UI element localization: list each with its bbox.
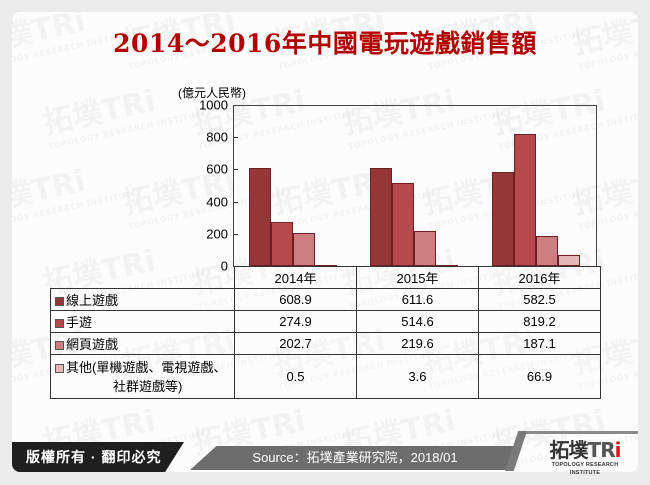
bar — [293, 233, 315, 266]
table-cell: 219.6 — [356, 332, 479, 355]
table-cell: 66.9 — [478, 354, 601, 399]
y-tick-mark — [233, 201, 238, 203]
table-cell: 187.1 — [478, 332, 601, 355]
bar — [557, 255, 580, 266]
legend-swatch-mobile-games — [55, 319, 64, 328]
bar — [535, 235, 558, 266]
footer-divider-line — [520, 431, 638, 434]
row-label: 手遊 — [66, 315, 93, 330]
bar — [513, 134, 536, 266]
row-label-line2: 社群遊戲等) — [113, 378, 183, 394]
source-note: Source：拓墣產業研究院，2018/01 — [190, 446, 520, 470]
bar — [414, 230, 437, 266]
table-row: 線上遊戲 608.9 611.6 582.5 — [50, 288, 601, 311]
table-cell: 611.6 — [356, 288, 479, 311]
copyright-banner: 版權所有 · 翻印必究 — [12, 442, 184, 472]
logo-cn-text: 拓墣 — [549, 440, 589, 462]
legend-swatch-other-games — [55, 363, 64, 373]
bar — [370, 167, 393, 266]
logo-tri-text: TR — [587, 438, 616, 462]
bar — [271, 221, 293, 266]
bar — [392, 183, 415, 266]
table-header-2015: 2015年 — [356, 266, 479, 289]
legend-swatch-online-games — [55, 297, 64, 306]
table-row: 其他(單機遊戲、電視遊戲、 社群遊戲等) 0.5 3.6 66.9 — [50, 354, 601, 399]
table-cell: 608.9 — [234, 288, 357, 311]
legend-swatch-web-games — [55, 341, 64, 350]
table-cell: 0.5 — [234, 354, 357, 399]
table-cell: 202.7 — [234, 332, 357, 355]
bar — [491, 172, 514, 266]
y-axis-unit-label: (億元人民幣) — [178, 86, 246, 100]
chart-plot-area — [233, 105, 597, 266]
y-tick-mark — [233, 233, 238, 235]
y-tick-mark — [233, 169, 238, 171]
logo-i-text: i — [614, 438, 622, 462]
y-tick-mark — [233, 137, 238, 139]
table-cell: 514.6 — [356, 310, 479, 333]
table-header-2014: 2014年 — [234, 266, 357, 289]
y-tick-label: 0 — [220, 258, 228, 274]
table-row: 手遊 274.9 514.6 819.2 — [50, 310, 601, 333]
data-table: 2014年 2015年 2016年 線上遊戲 608.9 611.6 582.5… — [50, 266, 601, 399]
table-cell: 274.9 — [234, 310, 357, 333]
table-header-row: 2014年 2015年 2016年 — [51, 266, 601, 289]
row-label: 線上遊戲 — [66, 293, 119, 308]
y-tick-label: 1000 — [199, 97, 228, 113]
table-row: 網頁遊戲 202.7 219.6 187.1 — [50, 332, 601, 355]
y-tick-label: 200 — [206, 226, 228, 242]
table-cell: 3.6 — [356, 354, 479, 399]
table-cell: 582.5 — [478, 288, 601, 311]
tri-logo: 拓墣TRi TOPOLOGY RESEARCH INSTITUTE — [540, 440, 630, 477]
y-tick-label: 800 — [206, 129, 228, 145]
table-header-2016: 2016年 — [478, 266, 601, 289]
page-title: 2014～2016年中國電玩遊戲銷售額 — [113, 29, 537, 58]
bar — [249, 167, 271, 266]
row-label-line1: 其他(單機遊戲、電視遊戲、 — [66, 359, 227, 375]
y-tick-label: 600 — [206, 161, 228, 177]
y-tick-label: 400 — [206, 194, 228, 210]
table-cell: 819.2 — [478, 310, 601, 333]
logo-en-text: TOPOLOGY RESEARCH INSTITUTE — [551, 462, 619, 476]
row-label: 網頁遊戲 — [66, 337, 119, 352]
